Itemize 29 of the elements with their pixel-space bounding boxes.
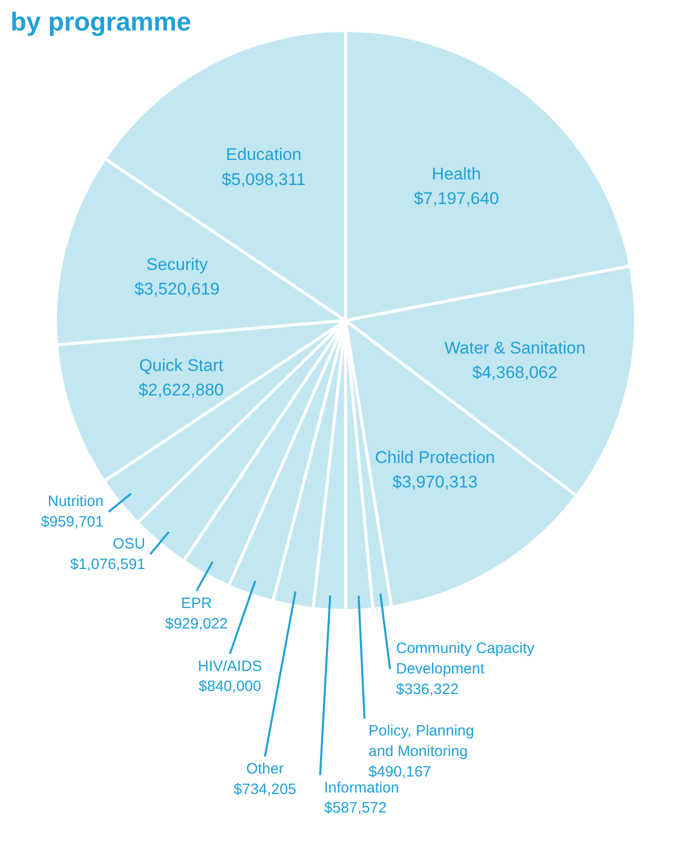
slice-label: Security [146,254,208,274]
slice-label: OSU [112,536,146,553]
slice-label: Health [432,164,481,184]
data-label: $490,167 [368,763,432,780]
slice-label: Information [324,779,400,796]
data-label: $3,520,619 [134,280,220,299]
slice-label: Education [226,145,302,164]
data-label: $1,076,591 [70,556,146,573]
data-label: $2,622,880 [138,380,224,400]
data-label: $5,098,311 [222,170,306,189]
slice-label: Nutrition [48,493,104,510]
data-label: $929,022 [165,615,228,632]
data-label: $4,368,062 [472,363,558,382]
data-label: $336,322 [396,680,459,698]
slice-label: Water & Sanitation [444,338,586,358]
data-label: $840,000 [198,678,262,696]
slice-label: EPR [181,594,212,612]
data-label: $959,701 [41,514,104,531]
chart-title: by programme [10,6,192,36]
slice-label: HIV/AIDS [198,658,262,675]
slice-label: Policy, Planning and Monitoring [368,722,474,760]
slice-label: Other [246,760,284,778]
data-label: $7,197,640 [414,189,499,208]
data-label: $734,205 [234,780,296,798]
slice-label: Quick Start [139,356,224,375]
data-label: $3,970,313 [392,472,478,492]
data-label: $587,572 [324,800,387,817]
slice-label: Community Capacity Development [396,640,535,678]
slice-label: Child Protection [375,448,496,467]
